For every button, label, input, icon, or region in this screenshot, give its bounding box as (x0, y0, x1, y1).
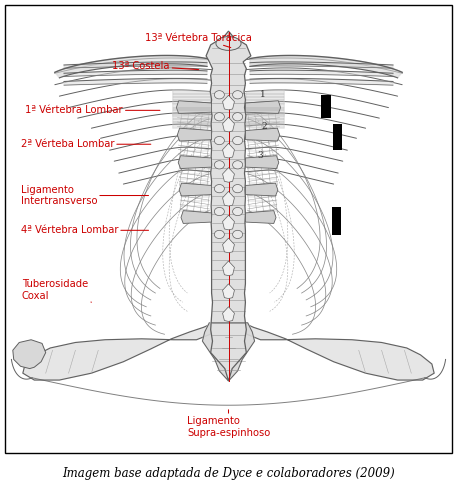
Ellipse shape (233, 137, 243, 145)
Polygon shape (202, 323, 255, 381)
Polygon shape (246, 114, 284, 128)
Polygon shape (176, 101, 212, 113)
Ellipse shape (216, 37, 241, 50)
Polygon shape (223, 261, 234, 276)
Text: Ligamento
Intertransverso: Ligamento Intertransverso (21, 185, 149, 206)
Polygon shape (178, 155, 212, 168)
Polygon shape (223, 284, 234, 298)
Polygon shape (223, 95, 234, 110)
Ellipse shape (214, 185, 224, 193)
Ellipse shape (214, 207, 224, 216)
Text: 1ª Vértebra Lombar: 1ª Vértebra Lombar (25, 105, 160, 115)
Polygon shape (223, 238, 234, 253)
Polygon shape (223, 117, 234, 132)
Polygon shape (173, 114, 211, 128)
Polygon shape (250, 62, 393, 68)
Bar (332, 207, 341, 235)
Ellipse shape (233, 185, 243, 193)
Text: 1: 1 (260, 90, 266, 99)
Polygon shape (64, 62, 207, 68)
Ellipse shape (233, 161, 243, 169)
Polygon shape (64, 78, 207, 85)
Text: Imagem base adaptada de Dyce e colaboradores (2009): Imagem base adaptada de Dyce e colaborad… (62, 467, 395, 480)
Text: 4ª Vértebra Lombar: 4ª Vértebra Lombar (21, 225, 149, 235)
Polygon shape (223, 192, 234, 206)
Polygon shape (246, 103, 284, 116)
Text: 3: 3 (258, 151, 263, 160)
Polygon shape (245, 101, 281, 113)
Polygon shape (250, 55, 402, 78)
Text: 13ª Vértebra Torácica: 13ª Vértebra Torácica (145, 33, 252, 48)
Polygon shape (173, 103, 211, 116)
Ellipse shape (214, 230, 224, 239)
Ellipse shape (214, 137, 224, 145)
Polygon shape (250, 70, 393, 76)
Text: Ligamento
Supra-espinhoso: Ligamento Supra-espinhoso (187, 410, 270, 438)
Polygon shape (223, 215, 234, 230)
Polygon shape (173, 90, 211, 104)
Text: 13ª Costela: 13ª Costela (112, 61, 199, 71)
Polygon shape (243, 323, 434, 380)
Polygon shape (179, 183, 212, 196)
Polygon shape (23, 323, 214, 380)
Text: 2: 2 (261, 122, 267, 131)
Ellipse shape (233, 113, 243, 121)
Polygon shape (223, 144, 234, 158)
Bar (321, 95, 331, 118)
Polygon shape (250, 78, 393, 85)
Polygon shape (55, 55, 207, 78)
Polygon shape (245, 155, 279, 168)
Polygon shape (245, 128, 280, 141)
Ellipse shape (233, 230, 243, 239)
Polygon shape (223, 307, 234, 321)
Polygon shape (64, 70, 207, 76)
Ellipse shape (214, 161, 224, 169)
Ellipse shape (214, 113, 224, 121)
Polygon shape (177, 128, 212, 141)
Ellipse shape (214, 91, 224, 99)
Polygon shape (223, 168, 234, 182)
Text: 2ª Vérteba Lombar: 2ª Vérteba Lombar (21, 139, 151, 149)
Text: Tuberosidade
Coxal: Tuberosidade Coxal (22, 280, 91, 302)
Polygon shape (206, 31, 251, 381)
Polygon shape (13, 340, 46, 369)
Ellipse shape (233, 91, 243, 99)
Bar (333, 124, 342, 149)
Ellipse shape (233, 207, 243, 216)
Polygon shape (246, 90, 284, 104)
Polygon shape (245, 183, 278, 196)
Polygon shape (245, 210, 276, 223)
Polygon shape (181, 210, 212, 223)
